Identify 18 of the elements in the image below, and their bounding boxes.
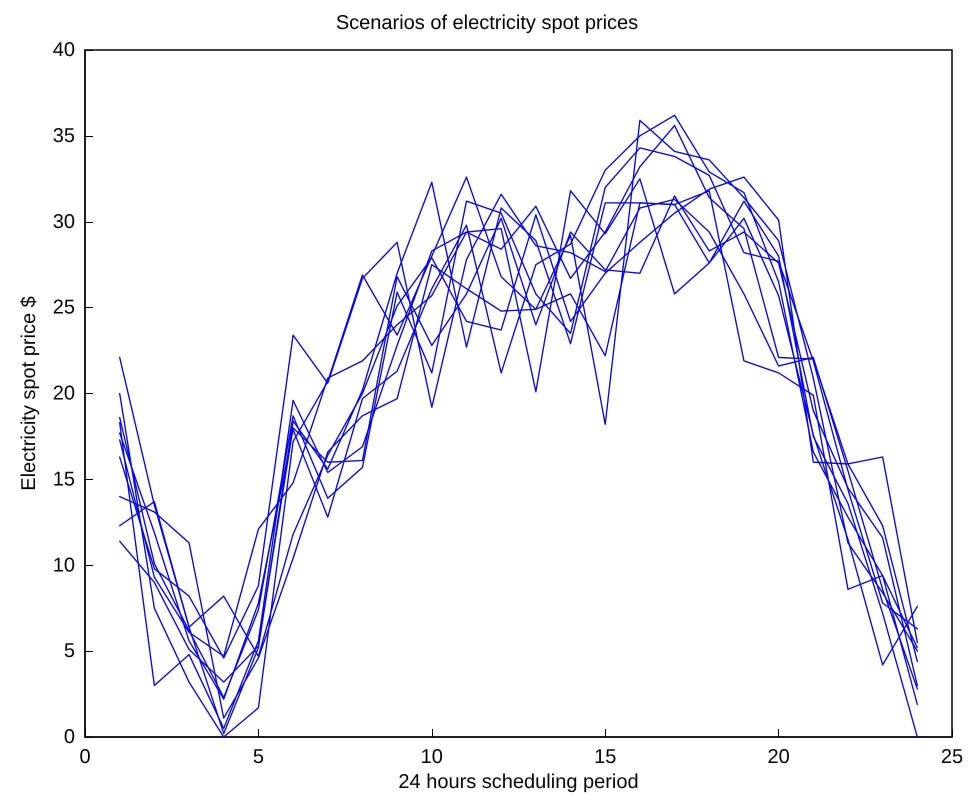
y-tick-label: 15 bbox=[52, 468, 75, 490]
x-axis-title: 24 hours scheduling period bbox=[398, 770, 639, 793]
x-tick-label: 5 bbox=[252, 746, 264, 768]
y-tick-label: 30 bbox=[52, 210, 75, 233]
y-tick-label: 25 bbox=[52, 296, 75, 319]
y-tick-label: 5 bbox=[64, 640, 75, 662]
y-tick-label: 10 bbox=[52, 554, 75, 576]
y-tick-label: 0 bbox=[64, 726, 75, 748]
y-axis-title: Electricity spot price $ bbox=[18, 296, 40, 491]
x-tick-label: 20 bbox=[767, 746, 790, 768]
y-tick-label: 20 bbox=[52, 382, 75, 404]
x-tick-label: 0 bbox=[79, 746, 91, 768]
x-tick-label: 15 bbox=[594, 746, 616, 768]
chart-title: Scenarios of electricity spot prices bbox=[336, 12, 638, 34]
x-tick-label: 25 bbox=[940, 746, 964, 768]
x-tick-label: 10 bbox=[420, 746, 443, 768]
y-tick-label: 40 bbox=[52, 39, 75, 61]
y-tick-label: 35 bbox=[52, 124, 75, 147]
